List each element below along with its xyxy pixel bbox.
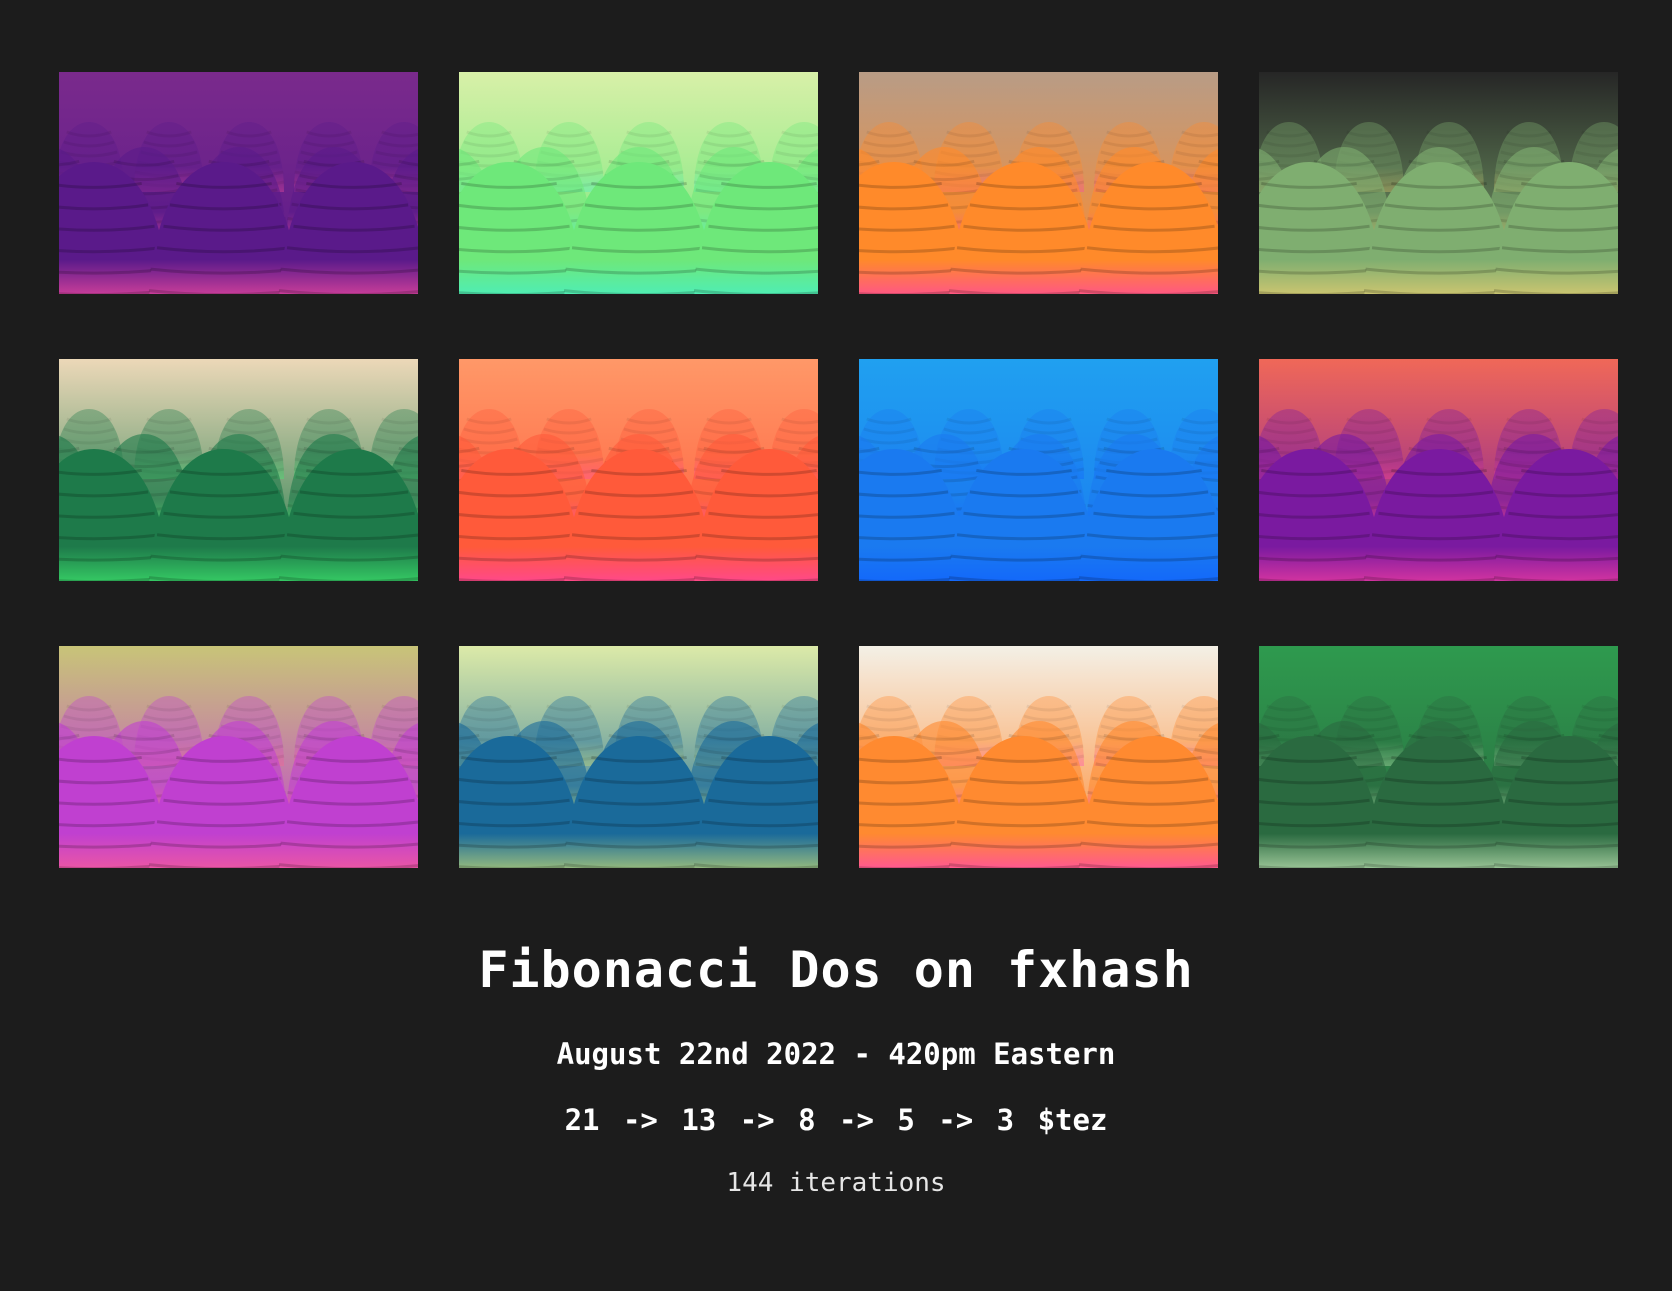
- artwork-thumbnail: [459, 646, 818, 868]
- artwork-thumbnail: [1259, 72, 1618, 294]
- gallery-image: [59, 72, 418, 294]
- artwork-thumbnail: [459, 72, 818, 294]
- artwork-thumbnail: [59, 646, 418, 868]
- gallery-image: [859, 72, 1218, 294]
- artwork-thumbnail: [859, 359, 1218, 581]
- gallery-image: [459, 646, 818, 868]
- gallery-image: [859, 359, 1218, 581]
- gallery-image: [1259, 72, 1618, 294]
- artwork-thumbnail: [859, 72, 1218, 294]
- caption: Fibonacci Dos on fxhash August 22nd 2022…: [0, 945, 1672, 1196]
- artwork-thumbnail: [59, 72, 418, 294]
- artwork-thumbnail: [859, 646, 1218, 868]
- gallery-image: [859, 646, 1218, 868]
- release-date: August 22nd 2022 - 420pm Eastern: [556, 1037, 1116, 1071]
- gallery-image: [459, 72, 818, 294]
- artwork-thumbnail: [1259, 359, 1618, 581]
- gallery-image: [59, 646, 418, 868]
- artwork-thumbnail: [459, 359, 818, 581]
- gallery-image: [59, 359, 418, 581]
- gallery-image: [1259, 646, 1618, 868]
- gallery-image: [459, 359, 818, 581]
- artwork-thumbnail: [1259, 646, 1618, 868]
- gallery-image: [1259, 359, 1618, 581]
- page-title: Fibonacci Dos on fxhash: [478, 941, 1194, 999]
- price-schedule: 21 -> 13 -> 8 -> 5 -> 3 $tez: [564, 1103, 1108, 1137]
- artwork-thumbnail: [59, 359, 418, 581]
- iteration-count: 144 iterations: [726, 1168, 946, 1198]
- image-gallery: [59, 72, 1618, 868]
